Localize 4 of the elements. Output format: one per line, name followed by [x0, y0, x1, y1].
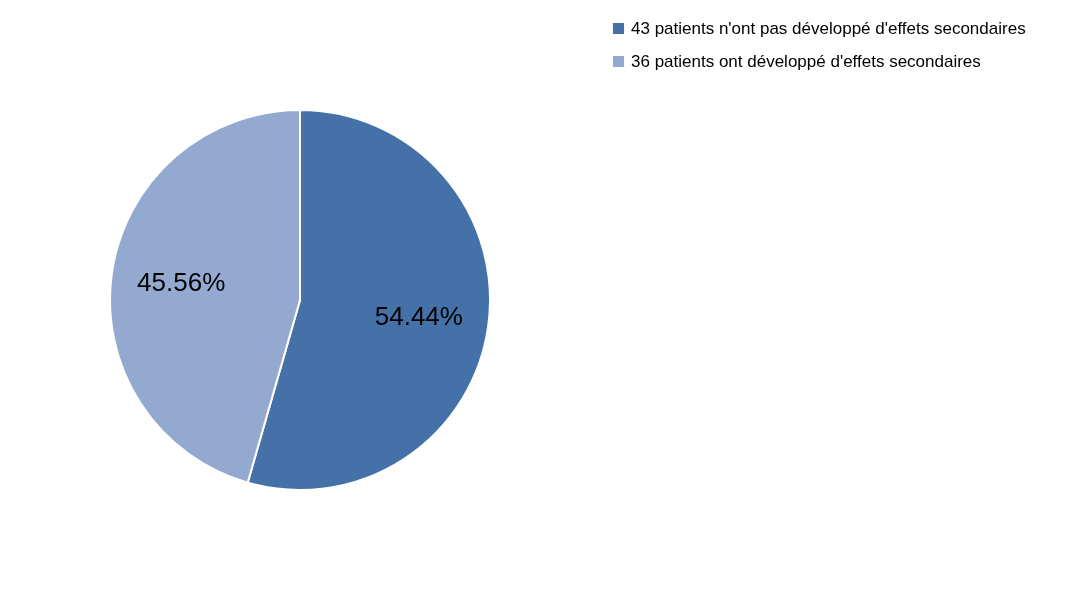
- data-label: 54.44%: [374, 300, 463, 331]
- legend-label: 36 patients ont développé d'effets secondaires: [631, 51, 981, 71]
- legend-label: 43 patients n'ont pas développé d'effets secondaires: [631, 18, 1026, 38]
- data-label: 45.56%: [137, 267, 226, 298]
